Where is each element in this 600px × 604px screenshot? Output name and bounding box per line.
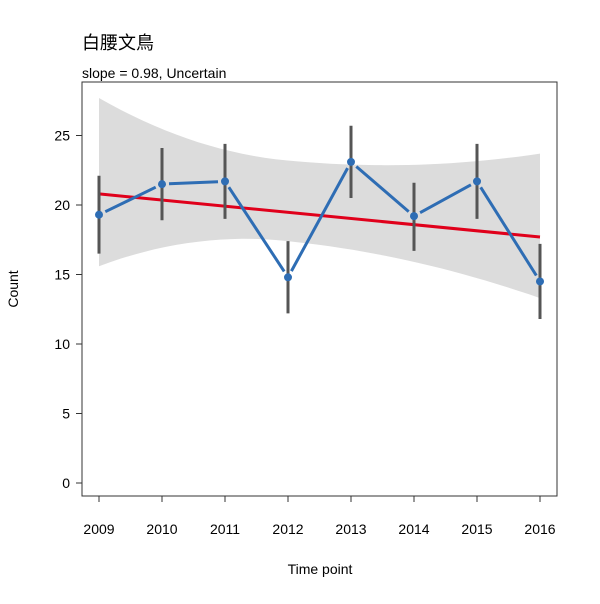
data-point [347, 157, 355, 166]
series-segment [168, 180, 219, 186]
series-line-layer [104, 165, 538, 277]
x-tick-label: 2013 [335, 521, 366, 537]
series-segment [419, 183, 472, 215]
x-tick-label: 2015 [461, 521, 492, 537]
data-point [221, 177, 229, 186]
y-tick-label: 0 [62, 475, 70, 491]
y-tick-label: 25 [54, 128, 70, 144]
x-axis-label: Time point [288, 561, 353, 577]
series-segment [479, 186, 538, 277]
series-segment [355, 165, 410, 213]
x-tick-label: 2016 [524, 521, 555, 537]
data-point [410, 212, 418, 221]
y-tick-label: 20 [54, 197, 70, 213]
y-axis: 0 5 10 15 20 25 [54, 128, 82, 491]
x-tick-label: 2009 [83, 521, 114, 537]
x-tick-label: 2011 [210, 521, 240, 537]
series-segment [227, 186, 286, 273]
data-point [473, 177, 481, 186]
data-points-layer [95, 157, 544, 286]
plot-frame [81, 81, 558, 497]
series-segment [290, 167, 349, 272]
data-point [284, 273, 292, 282]
series-segment [104, 185, 157, 214]
trend-line-layer [98, 192, 541, 239]
x-axis: 2009 2010 2011 2012 2013 2014 2015 2016 [83, 496, 556, 537]
y-tick-label: 10 [54, 336, 70, 352]
data-point [536, 277, 544, 286]
x-tick-label: 2014 [398, 521, 429, 537]
confidence-band-layer [99, 98, 540, 299]
data-point [95, 210, 103, 219]
y-tick-label: 15 [54, 267, 70, 283]
x-tick-label: 2012 [272, 521, 303, 537]
y-axis-label: Count [5, 270, 21, 307]
chart-title: 白腰文鳥 [82, 33, 154, 54]
confidence-band [99, 98, 540, 299]
x-tick-label: 2010 [146, 521, 177, 537]
y-tick-label: 5 [62, 406, 70, 422]
chart-subtitle: slope = 0.98, Uncertain [82, 65, 226, 81]
data-point [158, 180, 166, 189]
trend-line [98, 192, 541, 239]
